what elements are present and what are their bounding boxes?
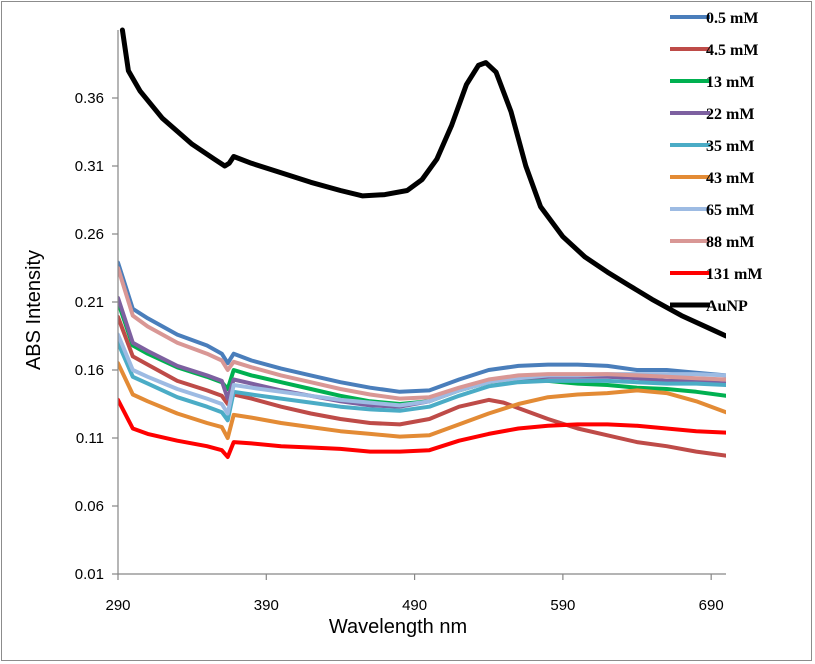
series-line — [118, 266, 726, 401]
legend-label: AuNP — [706, 298, 748, 315]
series-line — [118, 295, 726, 409]
series-line — [118, 260, 726, 394]
legend-label: 4.5 mM — [706, 42, 758, 59]
legend-label: 35 mM — [706, 138, 754, 155]
legend-label: 131 mM — [706, 266, 762, 283]
x-tick-label: 590 — [550, 597, 575, 614]
x-tick-label: 290 — [105, 597, 130, 614]
x-tick-label: 690 — [699, 597, 724, 614]
y-tick-label: 0.01 — [75, 566, 104, 583]
y-tick-label: 0.31 — [75, 158, 104, 175]
series-line — [118, 361, 726, 440]
y-tick-label: 0.26 — [75, 226, 104, 243]
x-tick-label: 490 — [402, 597, 427, 614]
series-line — [119, 27, 726, 339]
series-line — [118, 315, 726, 458]
x-ticks: 290 390 490 590 690 — [105, 574, 724, 614]
y-ticks: 0.01 0.06 0.11 0.16 0.21 0.26 0.31 0.36 — [75, 90, 118, 583]
y-tick-label: 0.06 — [75, 498, 104, 515]
legend-label: 0.5 mM — [706, 10, 758, 27]
series-line — [118, 397, 726, 459]
legend-label: 13 mM — [706, 74, 754, 91]
y-tick-label: 0.11 — [76, 430, 104, 447]
plot-series-group — [118, 27, 726, 459]
legend-label: 22 mM — [706, 106, 754, 123]
legend-label: 88 mM — [706, 234, 754, 251]
legend-label: 65 mM — [706, 202, 754, 219]
y-tick-label: 0.36 — [75, 90, 104, 107]
series-line — [118, 340, 726, 423]
legend-label: 43 mM — [706, 170, 754, 187]
y-tick-label: 0.21 — [75, 294, 104, 311]
x-axis-title: Wavelength nm — [329, 616, 467, 638]
legend: 0.5 mM 4.5 mM 13 mM 22 mM 35 mM 43 mM 65 mM 88 … — [670, 10, 762, 315]
x-tick-label: 390 — [254, 597, 279, 614]
y-axis-title: ABS Intensity — [23, 250, 45, 370]
y-tick-label: 0.16 — [75, 362, 104, 379]
axes — [117, 30, 726, 575]
